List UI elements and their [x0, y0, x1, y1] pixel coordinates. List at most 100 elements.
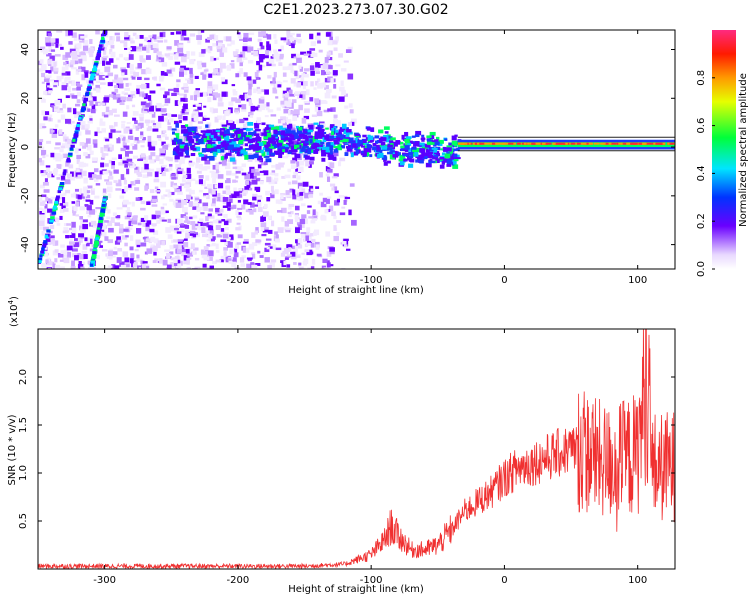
- spectrogram-cell: [238, 104, 243, 108]
- spectrogram-cell: [214, 116, 219, 123]
- spectrogram-cell: [381, 156, 388, 160]
- spectrogram-cell: [146, 201, 151, 206]
- spectrogram-cell: [315, 146, 321, 149]
- spectrogram-cell: [71, 95, 78, 99]
- spectrogram-cell: [176, 83, 180, 87]
- spectrogram-cell: [275, 163, 281, 170]
- spectrogram-cell: [323, 109, 330, 113]
- spectrogram-cell: [71, 232, 76, 239]
- spectrogram-cell: [52, 263, 56, 269]
- spectrogram-cell: [213, 219, 219, 224]
- spectrogram-cell: [211, 139, 217, 144]
- spectrogram-cell: [359, 143, 364, 147]
- spectrogram-cell: [145, 102, 151, 108]
- spectrogram-cell: [261, 31, 266, 36]
- spectrogram-cell: [121, 123, 125, 129]
- spectrogram-x-tick-label: -200: [227, 275, 250, 286]
- spectrogram-cell: [63, 202, 69, 207]
- spectrogram-cell: [104, 220, 109, 223]
- spectrogram-cell: [83, 254, 88, 259]
- spectrogram-cell: [411, 147, 417, 152]
- spectrogram-cell: [287, 211, 292, 215]
- spectrogram-cell: [210, 132, 217, 136]
- spectrogram-cell: [345, 248, 351, 251]
- spectrogram-cell: [67, 107, 72, 113]
- spectrogram-cell: [84, 237, 88, 242]
- spectrogram-cell: [206, 135, 211, 141]
- spectrogram-cell: [303, 258, 309, 262]
- spectrogram-cell: [179, 143, 185, 149]
- spectrogram-cell: [131, 104, 136, 108]
- spectrogram-cell: [198, 179, 203, 185]
- spectrogram-cell: [59, 259, 66, 262]
- spectrogram-cell: [106, 186, 113, 193]
- spectrogram-cell: [180, 183, 186, 186]
- spectrogram-cell: [103, 41, 108, 47]
- spectrogram-cell: [192, 233, 197, 238]
- spectrogram-cell: [317, 128, 323, 133]
- spectrogram-cell: [178, 53, 184, 57]
- spectrogram-cell: [140, 145, 145, 148]
- spectrogram-cell: [350, 118, 357, 124]
- spectrogram-cell: [267, 75, 272, 79]
- spectrogram-cell: [173, 120, 179, 125]
- spectrogram-cell: [555, 142, 561, 145]
- spectrogram-cell: [434, 141, 440, 146]
- spectrogram-cell: [108, 58, 114, 63]
- spectrogram-cell: [91, 157, 97, 162]
- spectrogram-cell: [39, 141, 43, 146]
- spectrogram-cell: [98, 47, 102, 51]
- spectrogram-cell: [45, 259, 49, 264]
- spectrogram-cell: [307, 124, 314, 128]
- spectrogram-cell: [366, 127, 371, 131]
- spectrogram-cell: [312, 138, 318, 142]
- spectrogram-cell: [340, 135, 344, 139]
- spectrogram-cell: [80, 266, 85, 269]
- spectrogram-cell: [134, 120, 138, 125]
- spectrogram-cell: [237, 34, 242, 39]
- spectrogram-cell: [92, 266, 96, 269]
- spectrogram-cell: [96, 255, 100, 260]
- spectrogram-cell: [101, 112, 107, 117]
- spectrogram-cell: [170, 262, 175, 268]
- spectrogram-cell: [192, 130, 197, 135]
- spectrogram-cell: [156, 83, 161, 87]
- spectrogram-cell: [105, 106, 110, 113]
- spectrogram-cell: [77, 43, 82, 49]
- spectrogram-cell: [292, 124, 296, 128]
- spectrogram-cell: [127, 135, 134, 140]
- spectrogram-cell: [215, 147, 219, 152]
- spectrogram-cell: [451, 162, 455, 166]
- spectrogram-cell: [181, 129, 187, 134]
- spectrogram-cell: [169, 251, 174, 255]
- spectrogram-cell: [156, 219, 161, 224]
- spectrogram-cell: [301, 188, 306, 192]
- spectrogram-cell: [43, 90, 48, 95]
- spectrogram-cell: [173, 244, 179, 249]
- spectrogram-cell: [41, 149, 47, 156]
- spectrogram-cell: [286, 39, 291, 46]
- spectrogram-cell: [246, 263, 252, 269]
- spectrogram-cell: [173, 258, 178, 264]
- spectrogram-cell: [97, 224, 103, 228]
- spectrogram-cell: [576, 142, 581, 145]
- spectrogram-cell: [186, 194, 192, 200]
- spectrogram-cell: [180, 56, 187, 63]
- spectrogram-cell: [289, 62, 295, 66]
- spectrogram-cell: [100, 147, 104, 153]
- spectrogram-cell: [65, 60, 69, 67]
- spectrogram-cell: [114, 88, 119, 93]
- spectrogram-cell: [120, 147, 126, 152]
- spectrogram-cell: [298, 224, 302, 231]
- spectrogram-cell: [180, 143, 185, 146]
- spectrogram-cell: [183, 184, 190, 189]
- spectrogram-cell: [125, 83, 129, 87]
- spectrogram-cell: [501, 142, 505, 145]
- spectrogram-cell: [85, 92, 89, 96]
- spectrogram-cell: [215, 224, 222, 230]
- spectrogram-cell: [76, 169, 80, 172]
- spectrogram-cell: [393, 142, 398, 146]
- spectrogram-cell: [182, 174, 188, 178]
- spectrogram-cell: [266, 45, 272, 51]
- spectrogram-cell: [151, 140, 158, 146]
